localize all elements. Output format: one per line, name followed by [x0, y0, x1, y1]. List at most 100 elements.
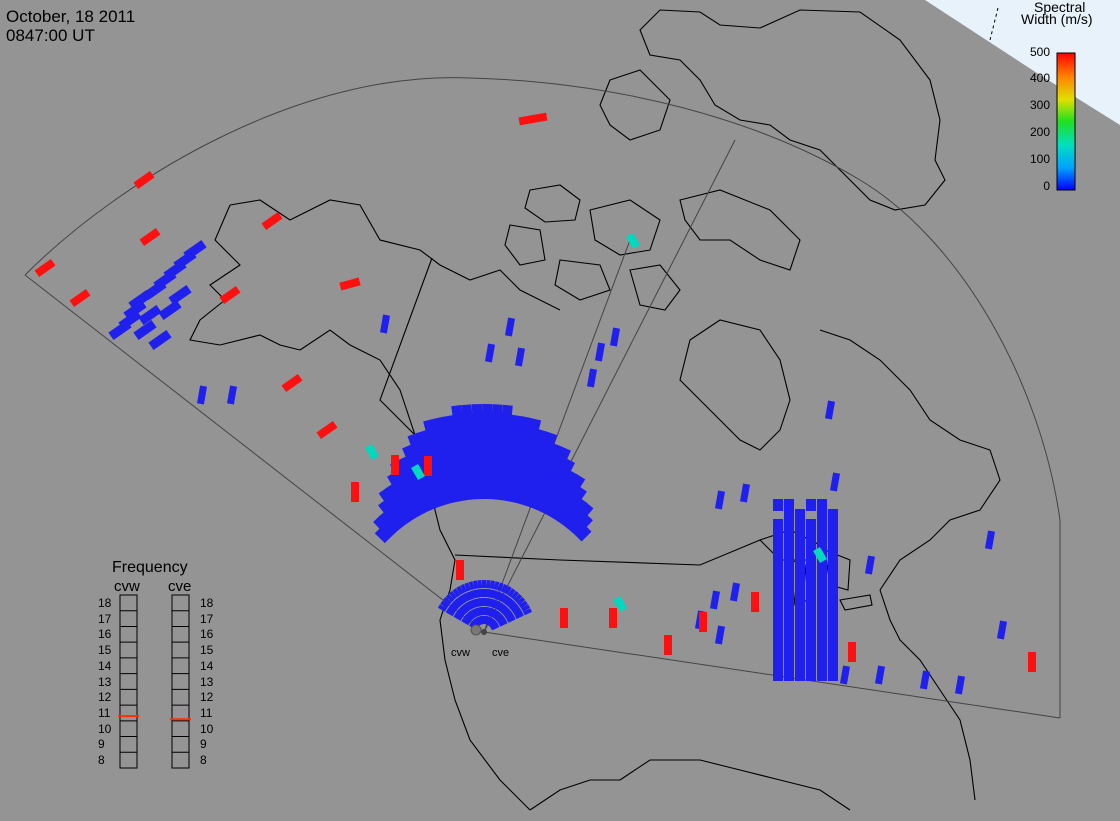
- echo-cell: [448, 590, 458, 600]
- coastline-lake-erie: [839, 594, 873, 611]
- echo-cell: [817, 569, 827, 581]
- echo-cell: [817, 539, 827, 551]
- echo-cell: [499, 593, 508, 603]
- echo-cell: [784, 589, 794, 601]
- echo-cell: [784, 529, 794, 541]
- echo-cell: [729, 582, 741, 602]
- coastline-greenland: [639, 9, 946, 211]
- frequency-tick-left: 15: [98, 643, 112, 658]
- echo-cell: [108, 320, 132, 340]
- echo-cell: [500, 584, 508, 593]
- echo-cell: [806, 559, 816, 571]
- echo-cell: [817, 509, 827, 521]
- echo-cell: [457, 595, 466, 605]
- coastline-hudson-bay: [679, 319, 791, 451]
- echo-cell: [773, 659, 783, 671]
- frequency-label-cvw: cvw: [114, 578, 140, 595]
- radar-label-cvw: cvw: [451, 647, 470, 659]
- echo-cell: [773, 589, 783, 601]
- echo-cell: [784, 509, 794, 521]
- echo-cell: [576, 513, 593, 531]
- echo-cell: [460, 584, 468, 593]
- echo-cell: [784, 539, 794, 551]
- echo-cell: [507, 600, 516, 609]
- echo-cell: [848, 642, 856, 662]
- echo-cell: [460, 604, 469, 614]
- echo-cell: [462, 602, 471, 612]
- coastline-arctic-island-4: [554, 259, 611, 301]
- echo-cell: [828, 529, 838, 541]
- frequency-tick-right: 8: [200, 753, 207, 768]
- frequency-tick-right: 15: [200, 643, 214, 658]
- echo-cell: [784, 569, 794, 581]
- echo-cell: [817, 669, 827, 681]
- echo-cell: [518, 416, 532, 432]
- radar-site-cvw[interactable]: [470, 624, 482, 636]
- echo-cell: [919, 670, 931, 690]
- echo-cell: [133, 320, 157, 340]
- echo-cell: [461, 617, 471, 626]
- echo-cell: [491, 404, 503, 419]
- frequency-tick-right: 10: [200, 721, 214, 736]
- colorbar-units: Width (m/s): [1021, 11, 1093, 27]
- frequency-gauge-cve: [171, 594, 190, 769]
- radar-label-cve: cve: [492, 647, 510, 659]
- echo-cell: [813, 546, 827, 564]
- echo-cell: [626, 232, 640, 250]
- echo-cell: [219, 285, 241, 305]
- echo-cell: [133, 170, 155, 190]
- echo-cell: [471, 403, 483, 419]
- echo-cell: [378, 487, 395, 505]
- echo-cell: [489, 580, 495, 589]
- echo-cell: [806, 569, 816, 581]
- fov-outer-arc: [24, 77, 1061, 718]
- echo-cell: [454, 610, 464, 619]
- colorbar-tick: 400: [1030, 71, 1051, 85]
- echo-cell: [465, 601, 473, 611]
- echo-cell: [464, 582, 471, 592]
- colorbar-tick: 500: [1030, 45, 1051, 59]
- echo-cell: [559, 458, 576, 476]
- echo-cell: [839, 665, 851, 685]
- echo-cell: [874, 665, 886, 685]
- echo-cell: [504, 610, 514, 619]
- echo-cell: [773, 569, 783, 581]
- echo-cell: [226, 385, 238, 405]
- echo-cell: [817, 629, 827, 641]
- coastline-alaska-south: [299, 329, 421, 451]
- echo-cell: [447, 605, 457, 614]
- echo-cell: [806, 539, 816, 551]
- radar-site-cve[interactable]: [481, 629, 487, 635]
- echo-cell: [784, 619, 794, 631]
- terminator-line: [989, 7, 999, 41]
- echo-cell: [424, 456, 432, 476]
- echo-cell: [795, 539, 805, 551]
- echo-cell: [828, 649, 838, 661]
- echo-cell: [454, 597, 464, 607]
- echo-cell: [773, 629, 783, 641]
- echo-cell: [954, 675, 966, 695]
- echo-cell: [374, 526, 392, 544]
- echo-cell: [817, 559, 827, 571]
- echo-cell: [456, 560, 464, 580]
- coastline-ellesmere: [599, 69, 671, 141]
- border-us-canada: [454, 539, 761, 566]
- echo-cell: [806, 609, 816, 621]
- echo-cell: [504, 317, 516, 337]
- echo-cell: [497, 602, 506, 612]
- echo-cell: [784, 499, 794, 511]
- frequency-tick-left: 17: [98, 611, 112, 626]
- echo-cell: [817, 579, 827, 591]
- echo-cell: [365, 443, 379, 461]
- echo-cell: [379, 314, 391, 334]
- echo-cell: [795, 529, 805, 541]
- echo-cell: [784, 559, 794, 571]
- echo-cell: [477, 580, 483, 589]
- echo-cell: [817, 659, 827, 671]
- echo-cell: [795, 509, 805, 521]
- echo-cell: [507, 588, 516, 598]
- echo-cell: [514, 347, 526, 367]
- echo-cell: [571, 497, 588, 515]
